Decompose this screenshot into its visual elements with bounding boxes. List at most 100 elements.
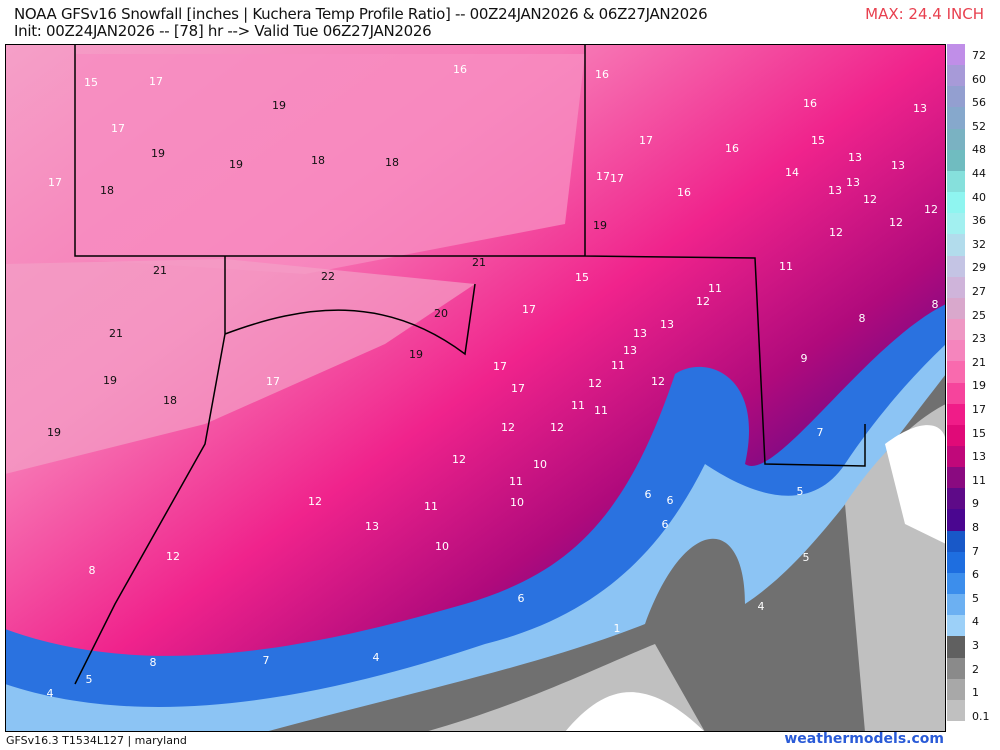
colorbar-swatch [947,445,965,468]
snowfall-value-label: 11 [708,282,722,295]
snowfall-value-label: 18 [100,184,114,197]
snowfall-value-label: 13 [913,102,927,115]
snowfall-value-label: 8 [89,564,96,577]
colorbar-label: 29 [972,261,986,275]
colorbar-swatch [947,107,965,129]
snowfall-value-label: 13 [848,151,862,164]
colorbar-swatch [947,424,965,446]
snowfall-value-label: 11 [779,260,793,273]
colorbar-swatch [947,128,965,150]
no-snow-area [565,425,946,732]
snowfall-value-label: 17 [48,176,62,189]
snowfall-value-label: 10 [435,540,449,553]
snowfall-value-label: 4 [373,651,380,664]
snowfall-value-label: 21 [472,256,486,269]
state-borders [74,44,866,685]
snowfall-value-label: 12 [696,295,710,308]
snowfall-value-label: 17 [639,134,653,147]
colorbar-swatch [947,86,965,108]
snowfall-value-label: 19 [47,426,61,439]
colorbar-label: 6 [972,568,979,582]
snowfall-value-label: 19 [103,374,117,387]
snowfall-value-label: 4 [47,687,54,700]
snowfall-value-label: 13 [633,327,647,340]
colorbar-swatch [947,636,965,658]
snowfall-value-label: 6 [645,488,652,501]
colorbar-label: 19 [972,379,986,393]
snowfall-value-label: 16 [677,186,691,199]
snowfall-value-label: 1 [614,622,621,635]
snowfall-value-label: 8 [859,312,866,325]
snowfall-value-label: 12 [501,421,515,434]
snowfall-value-label: 12 [829,226,843,239]
colorbar-label: 60 [972,72,986,86]
snowfall-value-label: 7 [817,426,824,439]
snowfall-value-label: 5 [797,485,804,498]
colorbar-label: 40 [972,190,986,204]
snowfall-value-label: 11 [594,404,608,417]
snowfall-value-label: 15 [575,271,589,284]
snowfall-value-label: 16 [725,142,739,155]
snowfall-value-label: 19 [151,147,165,160]
snowfall-value-label: 10 [533,458,547,471]
colorbar-swatch [947,65,965,87]
colorbar-swatch [947,678,965,700]
colorbar-label: 17 [972,403,986,416]
max-snowfall: MAX: 24.4 INCH [865,5,984,23]
snowfall-value-label: 5 [803,551,810,564]
colorbar-label: 1 [972,686,979,700]
snowfall-value-label: 8 [932,298,939,311]
colorbar-swatch [947,276,965,298]
colorbar-swatch [947,319,965,341]
snowfall-value-label: 17 [493,360,507,373]
snowfall-value-label: 19 [409,348,423,361]
snowfall-value-label: 5 [86,673,93,686]
snowfall-value-label: 17 [596,170,610,183]
snowfall-value-label: 17 [511,382,525,395]
snowfall-value-label: 10 [510,496,524,509]
snowfall-value-label: 17 [149,75,163,88]
colorbar-swatch [947,149,965,171]
snowfall-value-label: 16 [453,63,467,76]
snowfall-value-label: 12 [889,216,903,229]
colorbar-swatch [947,699,965,721]
snowfall-value-label: 11 [571,399,585,412]
colorbar-swatch [947,361,965,383]
snowfall-value-label: 12 [924,203,938,216]
colorbar-swatch [947,509,965,531]
snow-band-21 [5,259,475,474]
snowfall-value-label: 11 [509,475,523,488]
colorbar-label: 3 [972,639,979,652]
colorbar-label: 2 [972,662,979,676]
colorbar-label: 8 [972,521,979,534]
snowfall-value-label: 18 [385,156,399,169]
snowfall-value-label: 16 [803,97,817,110]
colorbar-swatch [947,530,965,552]
snowfall-value-label: 16 [595,68,609,81]
snow-band-light-gray [425,404,946,732]
snowfall-value-label: 12 [588,377,602,390]
snowfall-value-label: 12 [452,453,466,466]
snowfall-value-label: 13 [660,318,674,331]
snowfall-value-label: 17 [111,122,125,135]
colorbar-swatch [947,382,965,404]
colorbar-label: 52 [972,119,986,133]
colorbar-swatch [947,657,965,679]
snowfall-value-label: 19 [593,219,607,232]
snowfall-value-label: 19 [272,99,286,112]
snowfall-value-label: 8 [150,656,157,669]
snowfall-value-label: 7 [263,654,270,667]
snowfall-value-label: 6 [667,494,674,507]
snowfall-value-label: 17 [522,303,536,316]
colorbar-swatch [947,44,965,66]
snowfall-value-label: 6 [662,518,669,531]
snowfall-value-label: 13 [365,520,379,533]
snowfall-value-label: 15 [84,76,98,89]
colorbar-label: 11 [972,473,986,487]
colorbar-label: 23 [972,332,986,346]
colorbar-swatch [947,615,965,637]
snowfall-value-label: 9 [801,352,808,365]
snowfall-value-label: 22 [321,270,335,283]
site-link[interactable]: weathermodels.com [784,731,944,747]
